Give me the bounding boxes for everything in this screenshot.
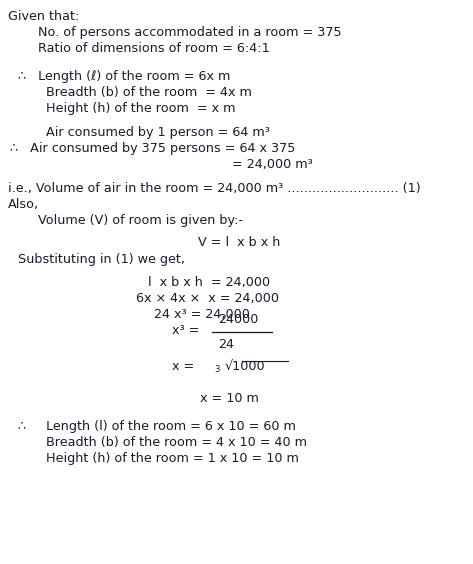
Text: i.e., Volume of air in the room = 24,000 m³ ........................... (1): i.e., Volume of air in the room = 24,000… <box>8 182 420 195</box>
Text: Given that:: Given that: <box>8 10 79 23</box>
Text: 24000: 24000 <box>218 313 258 326</box>
Text: √1000: √1000 <box>225 360 266 373</box>
Text: x³ =: x³ = <box>172 324 200 337</box>
Text: Height (h) of the room  = x m: Height (h) of the room = x m <box>46 102 236 115</box>
Text: Breadth (b) of the room = 4 x 10 = 40 m: Breadth (b) of the room = 4 x 10 = 40 m <box>46 436 307 449</box>
Text: Also,: Also, <box>8 198 39 211</box>
Text: l  x b x h  = 24,000: l x b x h = 24,000 <box>148 276 270 289</box>
Text: 3: 3 <box>214 365 219 374</box>
Text: Volume (V) of room is given by:-: Volume (V) of room is given by:- <box>38 214 243 227</box>
Text: 24: 24 <box>218 338 234 351</box>
Text: x = 10 m: x = 10 m <box>200 392 259 405</box>
Text: V = l  x b x h: V = l x b x h <box>198 236 280 249</box>
Text: Air consumed by 1 person = 64 m³: Air consumed by 1 person = 64 m³ <box>46 126 270 139</box>
Text: No. of persons accommodated in a room = 375: No. of persons accommodated in a room = … <box>38 26 342 39</box>
Text: 24 x³ = 24,000: 24 x³ = 24,000 <box>154 308 250 321</box>
Text: = 24,000 m³: = 24,000 m³ <box>232 158 313 171</box>
Text: ∴   Length (ℓ) of the room = 6x m: ∴ Length (ℓ) of the room = 6x m <box>18 70 230 83</box>
Text: 6x × 4x ×  x = 24,000: 6x × 4x × x = 24,000 <box>136 292 279 305</box>
Text: x =: x = <box>172 360 198 373</box>
Text: Height (h) of the room = 1 x 10 = 10 m: Height (h) of the room = 1 x 10 = 10 m <box>46 452 299 465</box>
Text: ∴     Length (l) of the room = 6 x 10 = 60 m: ∴ Length (l) of the room = 6 x 10 = 60 m <box>18 420 296 433</box>
Text: ∴   Air consumed by 375 persons = 64 x 375: ∴ Air consumed by 375 persons = 64 x 375 <box>10 142 295 155</box>
Text: Ratio of dimensions of room = 6:4:1: Ratio of dimensions of room = 6:4:1 <box>38 42 270 55</box>
Text: Substituting in (1) we get,: Substituting in (1) we get, <box>18 253 185 266</box>
Text: Breadth (b) of the room  = 4x m: Breadth (b) of the room = 4x m <box>46 86 252 99</box>
